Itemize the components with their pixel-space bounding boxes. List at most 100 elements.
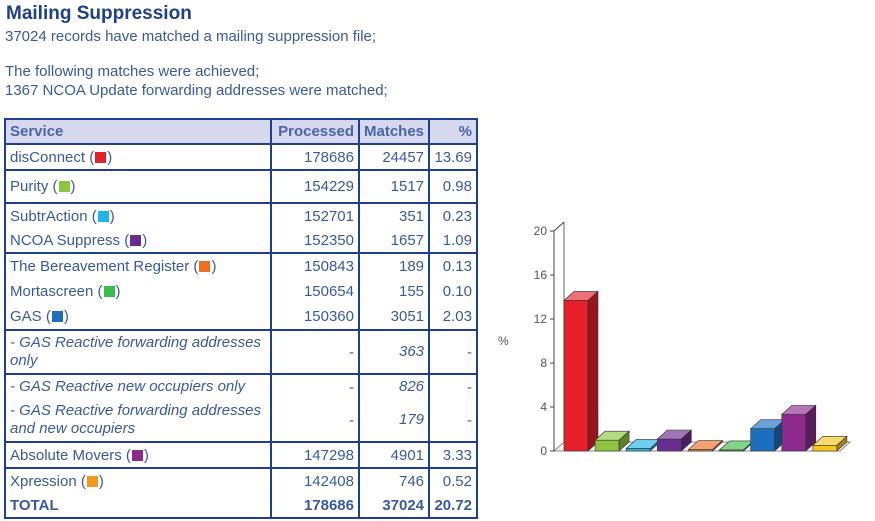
percent-cell: - — [428, 373, 478, 399]
page-title: Mailing Suppression — [6, 3, 192, 24]
total-label: TOTAL — [3, 494, 273, 519]
percent-cell: 0.52 — [428, 467, 478, 494]
bar-front — [812, 444, 838, 452]
matches-cell: 826 — [357, 373, 431, 399]
color-swatch-icon — [95, 151, 107, 163]
matches-cell: 4901 — [357, 441, 431, 468]
service-name: Xpression — [10, 473, 77, 490]
bar-side — [805, 404, 817, 452]
percent-cell: 0.10 — [428, 279, 478, 304]
processed-cell: 152701 — [270, 202, 360, 229]
processed-cell: - — [270, 373, 360, 399]
service-name: - GAS Reactive new occupiers only — [3, 373, 273, 399]
table-row: disConnect () 178686 24457 13.69 — [3, 144, 478, 170]
table-row: GAS () 150360 3051 2.03 — [3, 304, 478, 330]
y-tick-label: 8 — [540, 356, 547, 370]
processed-cell: 142408 — [270, 467, 360, 494]
service-name: Absolute Movers — [10, 446, 122, 464]
percent-cell: 2.03 — [428, 304, 478, 330]
service-name: SubtrAction — [10, 208, 88, 225]
column-header-service: Service — [3, 118, 273, 145]
total-percent: 20.72 — [428, 494, 478, 519]
color-swatch-icon — [199, 261, 211, 272]
percent-cell: - — [428, 329, 478, 374]
color-swatch-icon — [97, 211, 109, 222]
column-header-processed: Processed — [270, 118, 360, 145]
service-cell: The Bereavement Register () — [3, 252, 273, 279]
color-swatch-icon — [103, 286, 115, 297]
service-name: - GAS Reactive forwarding addresses and … — [3, 399, 273, 442]
y-tick-label: 12 — [534, 312, 548, 326]
table-row: The Bereavement Register () 150843 189 0… — [3, 252, 478, 279]
bar-side — [618, 430, 630, 452]
bar-front — [594, 439, 620, 452]
matches-cell: 363 — [357, 329, 431, 374]
table-row: - GAS Reactive new occupiers only - 826 … — [3, 373, 478, 399]
service-cell: Mortascreen () — [3, 279, 273, 304]
service-name: NCOA Suppress — [10, 232, 121, 249]
table-row: - GAS Reactive forwarding addresses and … — [3, 399, 478, 442]
matches-cell: 155 — [357, 279, 431, 304]
summary-line: 37024 records have matched a mailing sup… — [5, 28, 377, 45]
ncoa-line: 1367 NCOA Update forwarding addresses we… — [5, 82, 388, 99]
processed-cell: 154229 — [270, 169, 360, 203]
service-name: The Bereavement Register — [10, 258, 190, 275]
processed-cell: 150654 — [270, 279, 360, 304]
service-cell: GAS () — [3, 304, 273, 330]
percent-cell: 0.13 — [428, 252, 478, 279]
matches-cell: 1517 — [357, 169, 431, 203]
service-cell: Purity () — [3, 169, 273, 203]
percent-cell: 13.69 — [428, 144, 478, 170]
color-swatch-icon — [58, 181, 70, 192]
color-swatch-icon — [131, 449, 143, 461]
percent-cell: - — [428, 399, 478, 442]
bar-front — [657, 438, 682, 452]
color-swatch-icon — [51, 311, 63, 322]
total-matches: 37024 — [357, 494, 431, 519]
table-header-row: Service Processed Matches % — [3, 118, 478, 145]
processed-cell: 147298 — [270, 441, 360, 468]
suppression-table: Service Processed Matches % disConnect (… — [3, 118, 478, 519]
table-row: NCOA Suppress () 152350 1657 1.09 — [3, 229, 478, 253]
y-tick-label: 0 — [540, 444, 547, 458]
percent-cell: 3.33 — [428, 441, 478, 468]
table-row: Absolute Movers () 147298 4901 3.33 — [3, 441, 478, 468]
total-processed: 178686 — [270, 494, 360, 519]
matches-intro-line: The following matches were achieved; — [5, 63, 260, 80]
color-swatch-icon — [130, 235, 142, 246]
bar-side — [587, 290, 599, 452]
percent-cell: 0.98 — [428, 169, 478, 203]
matches-cell: 24457 — [357, 144, 431, 170]
table-row: Mortascreen () 150654 155 0.10 — [3, 279, 478, 304]
matches-cell: 179 — [357, 399, 431, 442]
service-name: disConnect — [10, 148, 86, 166]
service-name: - GAS Reactive forwarding addresses only — [3, 329, 273, 374]
service-name: Purity — [10, 178, 49, 195]
y-tick-label: 4 — [540, 400, 547, 414]
matches-cell: 1657 — [357, 229, 431, 253]
service-cell: Absolute Movers () — [3, 441, 273, 468]
y-axis-label: % — [498, 334, 509, 348]
percent-cell: 1.09 — [428, 229, 478, 253]
processed-cell: 152350 — [270, 229, 360, 253]
table-row: Xpression () 142408 746 0.52 — [3, 467, 478, 494]
processed-cell: - — [270, 329, 360, 374]
table-row: - GAS Reactive forwarding addresses only… — [3, 329, 478, 374]
percent-cell: 0.23 — [428, 202, 478, 229]
bar-front — [781, 414, 807, 452]
matches-cell: 746 — [357, 467, 431, 494]
service-cell: Xpression () — [3, 467, 273, 494]
service-name: GAS — [10, 308, 42, 325]
chart-y-axis-top — [553, 221, 565, 232]
bar-side — [681, 429, 692, 452]
table-row: Purity () 154229 1517 0.98 — [3, 169, 478, 203]
matches-cell: 3051 — [357, 304, 431, 330]
processed-cell: 178686 — [270, 144, 360, 170]
bar-side — [836, 435, 848, 452]
matches-cell: 189 — [357, 252, 431, 279]
y-tick-label: 20 — [534, 224, 548, 238]
service-cell: SubtrAction () — [3, 202, 273, 229]
column-header-percent: % — [428, 118, 478, 145]
processed-cell: 150360 — [270, 304, 360, 330]
bar-front — [750, 428, 775, 452]
